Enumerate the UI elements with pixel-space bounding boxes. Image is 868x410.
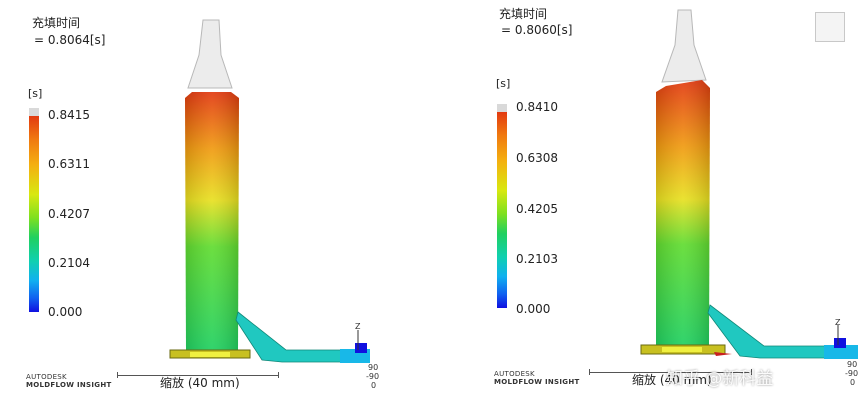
legend-colorbar: [29, 116, 39, 312]
axis-value: 0: [850, 378, 856, 387]
brand-moldflow: MOLDFLOW INSIGHT: [26, 381, 112, 389]
legend-tick: 0.2104: [48, 256, 90, 270]
scale-label: 缩放 (40 mm): [632, 373, 712, 387]
legend-unit: [s]: [28, 87, 43, 100]
scale-bar-tick: [117, 372, 118, 378]
axis-value: 90: [368, 363, 379, 372]
brand-moldflow: MOLDFLOW INSIGHT: [494, 378, 580, 386]
scale-bar-tick: [751, 369, 752, 375]
axis-z-label: Z: [835, 318, 841, 327]
brand-autodesk: AUTODESK: [494, 370, 535, 378]
legend-tick: 0.4205: [516, 202, 558, 216]
legend-tick: 0.6311: [48, 157, 90, 171]
scale-label: 缩放 (40 mm): [160, 376, 240, 390]
scale-bar-tick: [278, 372, 279, 378]
scale-bar-tick: [589, 369, 590, 375]
fill-time-value: = 0.8064[s]: [34, 33, 106, 47]
axis-z-label: Z: [355, 322, 361, 331]
left-result-panel: 充填时间 = 0.8064[s] [s] 0.8415 0.6311 0.420…: [26, 16, 380, 390]
view-cube-button[interactable]: [815, 12, 845, 42]
axis-value: -90: [845, 369, 859, 378]
brand-autodesk: AUTODESK: [26, 373, 67, 381]
legend-tick: 0.000: [48, 305, 83, 319]
legend-cap: [29, 108, 39, 116]
legend-cap: [497, 104, 507, 112]
legend-tick: 0.2103: [516, 252, 558, 266]
axis-value: 0: [371, 381, 377, 390]
fill-time-label: 充填时间: [499, 7, 548, 21]
legend-colorbar: [497, 112, 507, 308]
axis-value: 90: [847, 360, 858, 369]
legend-tick: 0.000: [516, 302, 551, 316]
legend-tick: 0.4207: [48, 207, 90, 221]
legend-tick: 0.8410: [516, 100, 558, 114]
scale-bar: [117, 375, 278, 376]
legend-tick: 0.8415: [48, 108, 90, 122]
legend-unit: [s]: [496, 77, 511, 90]
fill-time-value: = 0.8060[s]: [501, 23, 573, 37]
part-model: [169, 19, 370, 363]
axis-value: -90: [366, 372, 380, 381]
right-result-panel: 充填时间 = 0.8060[s] [s] 0.8410 0.6308 0.420…: [434, 0, 868, 410]
part-model: [640, 9, 858, 359]
scale-bar: [589, 372, 751, 373]
legend-tick: 0.6308: [516, 151, 558, 165]
fill-time-label: 充填时间: [32, 16, 81, 30]
watermark: 知乎 @新科益: [666, 369, 774, 389]
